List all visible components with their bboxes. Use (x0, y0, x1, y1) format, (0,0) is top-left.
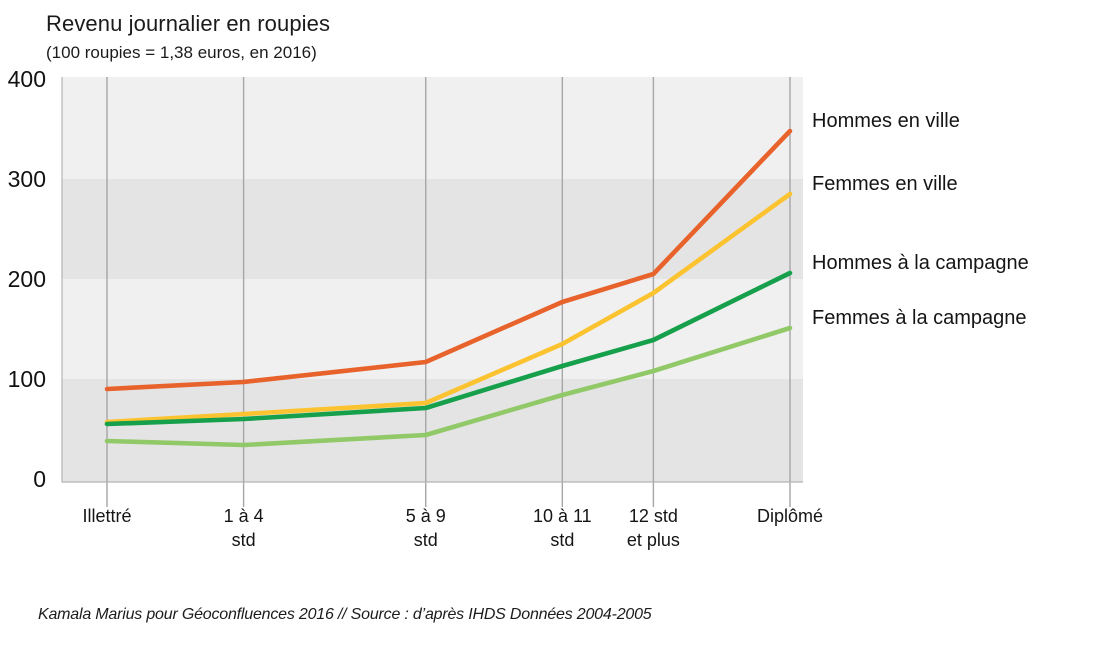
y-axis-label: 100 (7, 366, 46, 392)
x-axis-label-line: std (413, 530, 438, 550)
x-axis-label-line: Illettré (82, 506, 132, 526)
chart-subtitle: (100 roupies = 1,38 euros, en 2016) (46, 43, 317, 62)
x-axis-label-line: std (231, 530, 256, 550)
series-line-0 (104, 128, 793, 392)
x-axis-label: 10 à 11 std (482, 504, 642, 552)
x-axis-label-line: 1 à 4 (223, 506, 264, 526)
x-axis-label: 12 std et plus (573, 504, 733, 552)
x-axis-label-line: Diplômé (756, 506, 823, 526)
x-axis-label-line: std (550, 530, 575, 550)
legend-label: Hommes à la campagne (812, 252, 1029, 274)
y-axis-label: 400 (7, 66, 46, 92)
chart-title: Revenu journalier en roupies (46, 11, 331, 36)
y-axis-label: 200 (7, 266, 46, 292)
y-axis-label: 0 (33, 466, 46, 492)
legend-label: Femmes à la campagne (812, 307, 1027, 329)
x-axis-label-line: 12 std (628, 506, 678, 526)
x-axis-label: Diplômé (710, 504, 870, 528)
x-axis-label-line: 10 à 11 (532, 506, 592, 526)
x-axis-label: 1 à 4 std (164, 504, 324, 552)
source-credit: Kamala Marius pour Géoconfluences 2016 /… (38, 606, 652, 623)
x-axis-label-line: et plus (626, 530, 680, 550)
series-line-3 (104, 325, 793, 448)
x-axis-label: 5 à 9 std (346, 504, 506, 552)
series-line-1 (104, 191, 793, 425)
legend-label: Hommes en ville (812, 110, 960, 132)
series-line-2 (104, 270, 793, 427)
band-0-100 (62, 379, 803, 482)
legend-label: Femmes en ville (812, 173, 958, 195)
band-200-300 (62, 179, 803, 279)
x-axis-label: Illettré (27, 504, 187, 528)
x-axis-label-line: 5 à 9 (405, 506, 446, 526)
axis-border (61, 77, 803, 483)
y-axis-label: 300 (7, 166, 46, 192)
